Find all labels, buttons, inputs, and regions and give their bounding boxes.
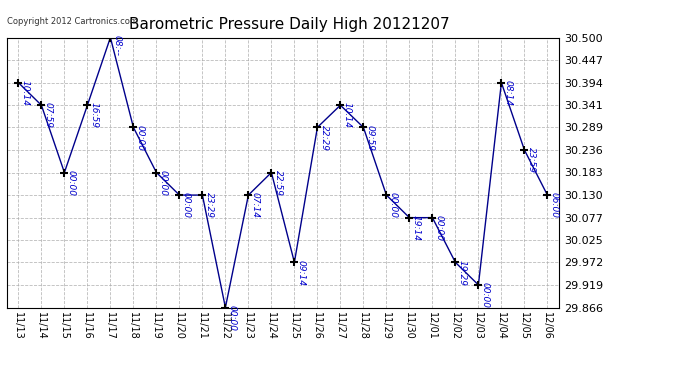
- Text: 10:14: 10:14: [343, 102, 352, 128]
- Text: 00:00: 00:00: [159, 170, 168, 196]
- Text: 23:29: 23:29: [205, 192, 214, 218]
- Text: Copyright 2012 Cartronics.com: Copyright 2012 Cartronics.com: [7, 17, 138, 26]
- Text: 08:--: 08:--: [113, 35, 122, 56]
- Text: 00:00: 00:00: [136, 124, 145, 151]
- Text: 23:59: 23:59: [527, 147, 536, 173]
- Text: 22:29: 22:29: [320, 124, 329, 151]
- Text: 07:59: 07:59: [44, 102, 53, 128]
- Text: 00:00: 00:00: [481, 282, 490, 308]
- Text: Pressure  (Inches/Hg): Pressure (Inches/Hg): [446, 27, 569, 37]
- Text: 00:00: 00:00: [182, 192, 191, 218]
- Text: 06:00: 06:00: [550, 192, 559, 218]
- Text: 00:00: 00:00: [389, 192, 398, 218]
- Text: 16:59: 16:59: [90, 102, 99, 128]
- Text: 22:59: 22:59: [274, 170, 283, 196]
- Text: 07:14: 07:14: [251, 192, 260, 218]
- Text: 09:14: 09:14: [297, 260, 306, 286]
- Text: 00:00: 00:00: [67, 170, 76, 196]
- Text: 19:29: 19:29: [458, 260, 467, 286]
- Text: Barometric Pressure Daily High 20121207: Barometric Pressure Daily High 20121207: [130, 17, 450, 32]
- Text: 08:14: 08:14: [504, 80, 513, 106]
- Text: 09:59: 09:59: [366, 124, 375, 151]
- Text: 00:00: 00:00: [435, 215, 444, 241]
- Text: 19:14: 19:14: [412, 215, 421, 241]
- Text: 10:14: 10:14: [21, 80, 30, 106]
- Text: 00:00: 00:00: [228, 305, 237, 331]
